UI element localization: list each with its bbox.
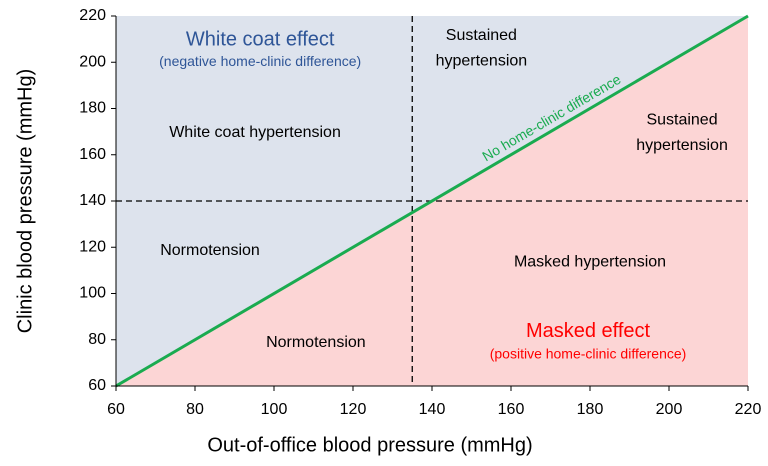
annotation: Masked effect — [526, 320, 651, 342]
annotation: White coat hypertension — [169, 124, 341, 141]
annotation: Sustained — [646, 111, 717, 128]
y-axis-label: Clinic blood pressure (mmHg) — [14, 69, 36, 334]
y-tick-label: 180 — [79, 100, 106, 117]
x-axis-label: Out-of-office blood pressure (mmHg) — [207, 434, 532, 456]
annotation: (positive home-clinic difference) — [490, 346, 687, 362]
x-tick-label: 120 — [340, 401, 367, 418]
x-tick-label: 80 — [186, 401, 204, 418]
x-tick-label: 180 — [577, 401, 604, 418]
annotation: White coat effect — [186, 28, 335, 50]
x-tick-label: 220 — [735, 401, 762, 418]
annotation: Sustained — [446, 27, 517, 44]
y-tick-label: 160 — [79, 146, 106, 163]
annotation: Masked hypertension — [514, 253, 666, 270]
annotation: Normotension — [266, 334, 366, 351]
y-tick-label: 200 — [79, 53, 106, 70]
y-tick-label: 120 — [79, 238, 106, 255]
y-tick-label: 60 — [88, 377, 106, 394]
x-tick-label: 60 — [107, 401, 125, 418]
annotation: Normotension — [160, 242, 260, 259]
y-tick-label: 140 — [79, 192, 106, 209]
x-tick-label: 140 — [419, 401, 446, 418]
y-tick-label: 100 — [79, 285, 106, 302]
y-tick-label: 220 — [79, 7, 106, 24]
reference-line — [115, 14, 749, 388]
x-tick-label: 200 — [656, 401, 683, 418]
annotation: hypertension — [636, 137, 728, 154]
x-tick-label: 100 — [261, 401, 288, 418]
y-tick-label: 80 — [88, 331, 106, 348]
annotation: hypertension — [436, 52, 528, 69]
x-tick-label: 160 — [498, 401, 525, 418]
annotation: (negative home-clinic difference) — [159, 53, 361, 69]
